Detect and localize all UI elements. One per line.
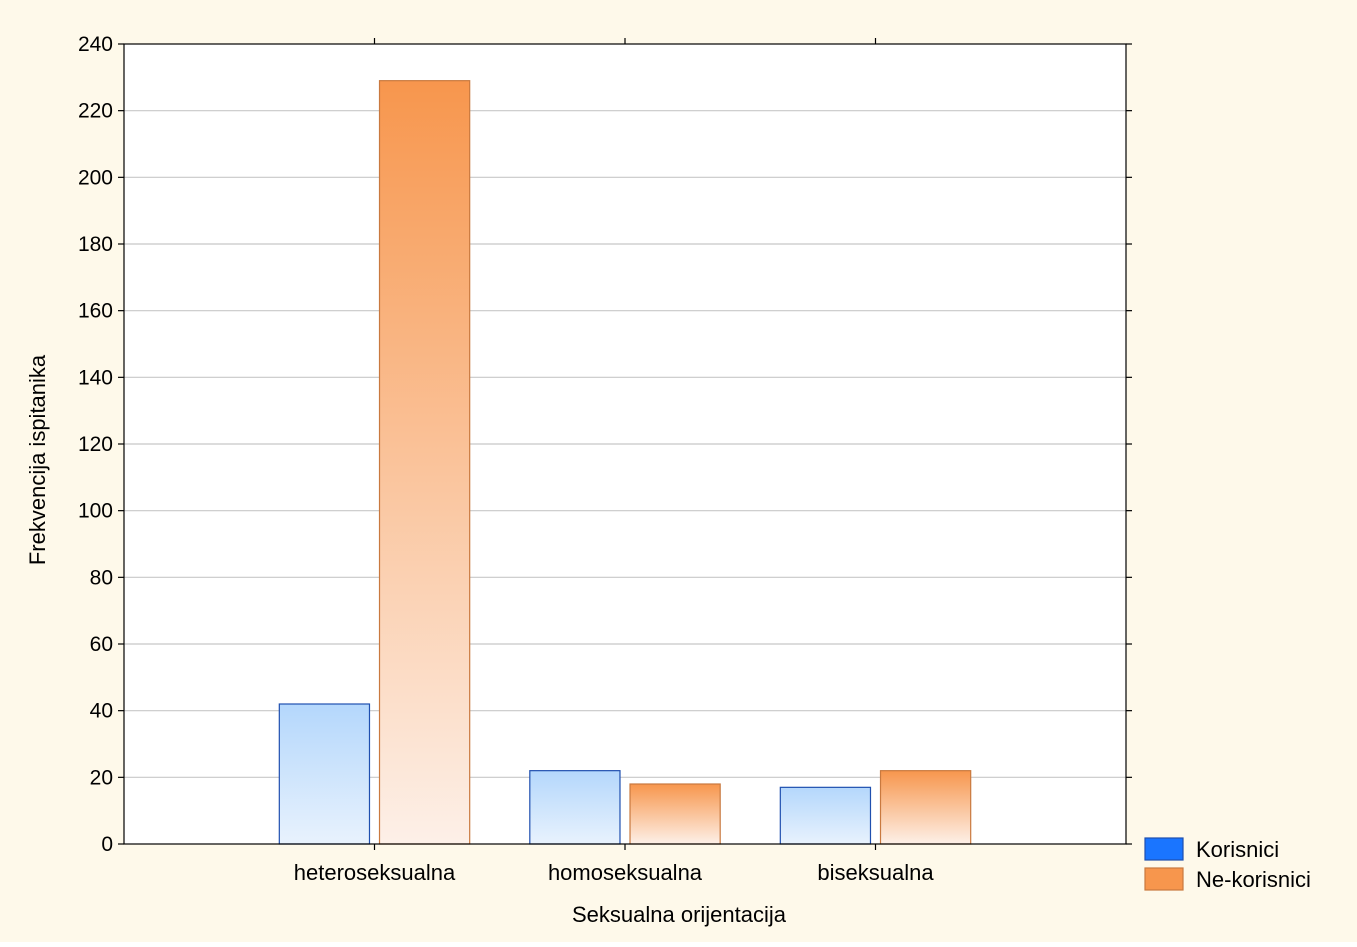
gridlines <box>124 110 1126 778</box>
bar-ne-korisnici-biseksualna <box>879 770 972 845</box>
y-axis-title: Frekvencija ispitanika <box>25 354 50 565</box>
y-tick-label: 100 <box>78 500 113 523</box>
y-tick-label: 140 <box>78 366 113 389</box>
legend-label: Korisnici <box>1196 837 1279 862</box>
x-axis-title: Seksualna orijentacija <box>572 902 787 927</box>
bar-ne-korisnici-homoseksualna <box>629 783 721 845</box>
legend-label: Ne-korisnici <box>1196 867 1311 892</box>
y-tick-label: 160 <box>78 300 113 323</box>
x-tick-label: homoseksualna <box>548 860 703 885</box>
bar-korisnici-biseksualna <box>779 786 872 845</box>
y-tick-label: 240 <box>78 33 113 56</box>
bar-korisnici-heteroseksualna <box>278 703 371 845</box>
axis-ticks <box>118 38 1132 850</box>
y-tick-label: 80 <box>90 566 113 589</box>
y-tick-label: 40 <box>90 700 113 723</box>
x-axis-tick-labels: heteroseksualna homoseksualna biseksualna <box>294 860 935 885</box>
y-tick-label: 0 <box>101 833 113 856</box>
bar-korisnici-homoseksualna <box>529 770 621 845</box>
legend-swatch <box>1144 837 1184 861</box>
x-tick-label: heteroseksualna <box>294 860 456 885</box>
bars <box>278 80 972 845</box>
y-tick-label: 200 <box>78 166 113 189</box>
y-tick-label: 180 <box>78 233 113 256</box>
bar-ne-korisnici-heteroseksualna <box>378 80 471 845</box>
legend: Korisnici Ne-korisnici <box>1144 837 1311 892</box>
y-tick-label: 60 <box>90 633 113 656</box>
x-tick-label: biseksualna <box>817 860 934 885</box>
y-tick-label: 20 <box>90 766 113 789</box>
y-tick-label: 120 <box>78 433 113 456</box>
y-tick-label: 220 <box>78 100 113 123</box>
legend-swatch <box>1144 867 1184 891</box>
y-axis-tick-labels: 0 20 40 60 80 100 120 140 160 180 200 220 240 <box>78 33 113 856</box>
